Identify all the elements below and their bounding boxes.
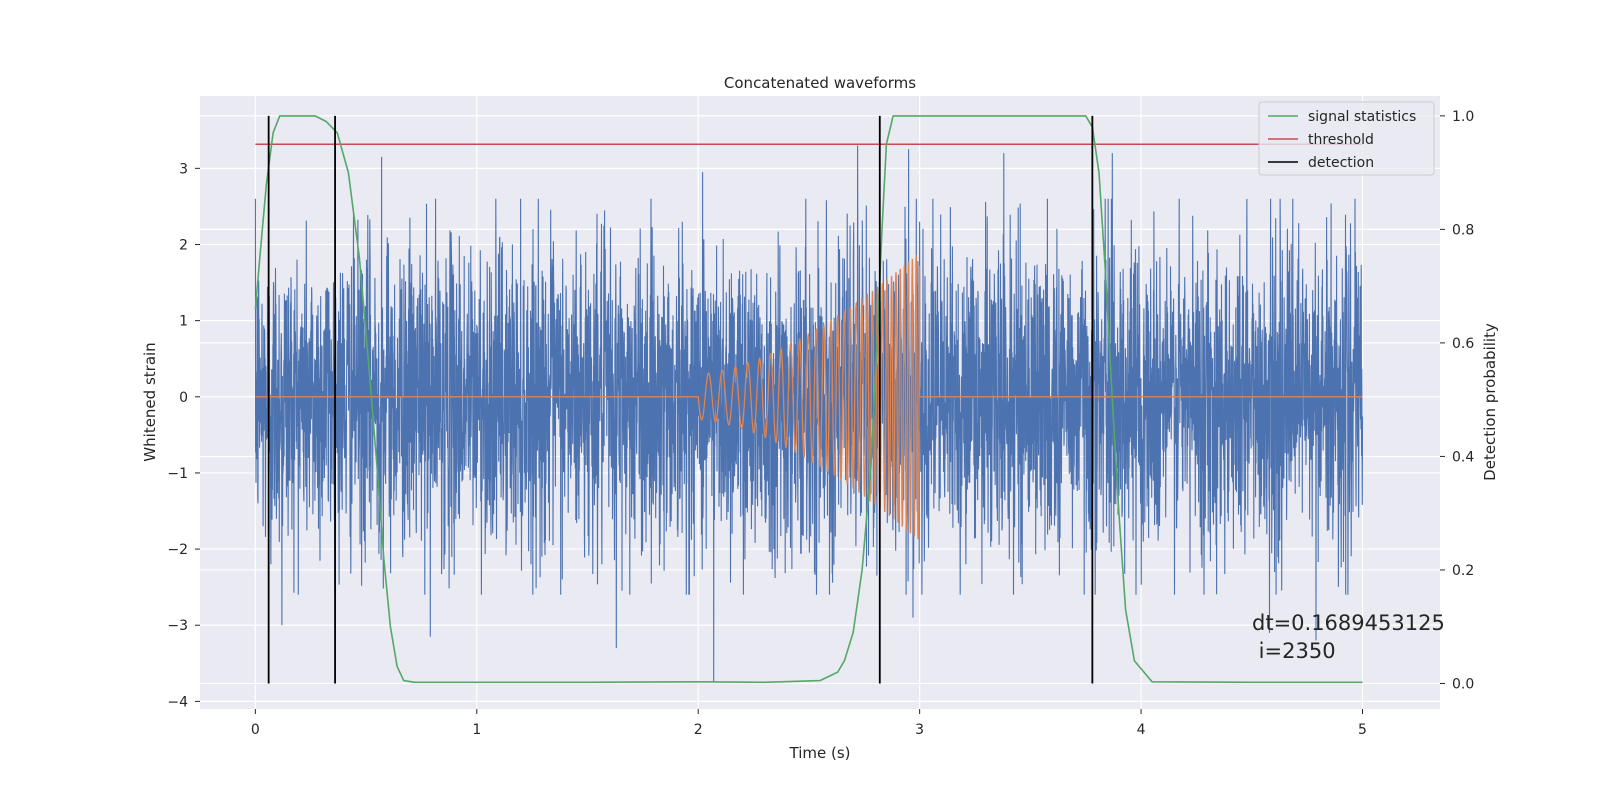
x-axis-label: Time (s)	[789, 744, 851, 762]
y-axis-label-right: Detection probability	[1481, 323, 1499, 481]
x-tick-label: 4	[1137, 722, 1146, 738]
y-tick-label: 3	[179, 161, 188, 177]
y-right-tick-label: 0.4	[1452, 449, 1474, 465]
y-tick-label: −2	[167, 542, 188, 558]
y-tick-label: 0	[179, 390, 188, 406]
x-tick-label: 2	[694, 722, 703, 738]
legend-label-threshold: threshold	[1308, 132, 1374, 148]
series-layer	[254, 115, 1364, 684]
y-right-tick-label: 0.2	[1452, 563, 1474, 579]
noise-series-line	[254, 145, 1364, 683]
x-tick-label: 1	[472, 722, 481, 738]
x-tick-label: 5	[1358, 722, 1367, 738]
y-right-tick-label: 0.0	[1452, 676, 1474, 692]
legend-label-signal-statistics: signal statistics	[1308, 109, 1416, 125]
chart-title: Concatenated waveforms	[724, 74, 916, 92]
signal-statistics-line	[254, 115, 1363, 684]
y-axis-label: Whitened strain	[141, 342, 159, 461]
y-tick-label: −1	[167, 466, 188, 482]
y-tick-label: 1	[179, 314, 188, 330]
y-right-tick-label: 1.0	[1452, 109, 1474, 125]
x-tick-label: 3	[915, 722, 924, 738]
y-tick-label: 2	[179, 237, 188, 253]
y-tick-label: −3	[167, 618, 188, 634]
annotation-dt: dt=0.1689453125	[1252, 611, 1445, 635]
x-tick-label: 0	[251, 722, 260, 738]
y-right-tick-label: 0.8	[1452, 222, 1474, 238]
annotation-index: i=2350	[1252, 639, 1336, 663]
y-right-tick-label: 0.6	[1452, 336, 1474, 352]
ticks: 0 1 2 3 4 5 −4 −3 −2 −1 0 1 2 3 0.0 0.2 0.4 0.6 0.8 1.0	[167, 109, 1474, 738]
y-tick-label: −4	[167, 694, 188, 710]
chirp-series-line	[255, 255, 1363, 540]
legend: signal statistics threshold detection	[1258, 101, 1435, 176]
legend-box	[1258, 101, 1435, 176]
legend-label-detection: detection	[1308, 155, 1374, 171]
